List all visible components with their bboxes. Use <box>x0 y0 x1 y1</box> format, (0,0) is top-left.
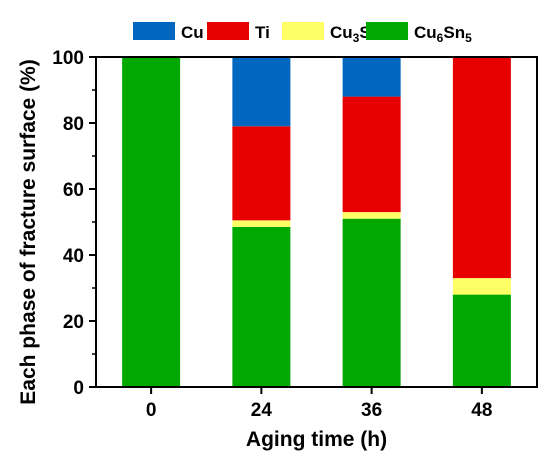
bar-ti-36h <box>342 96 401 213</box>
bar-cu3sn-24h <box>232 220 291 227</box>
bar-cu6sn5-24h <box>232 226 291 387</box>
x-axis-ticks: 0 24 36 48 <box>146 387 492 421</box>
bar-cu3sn-36h <box>342 212 401 219</box>
y-tick-label: 40 <box>63 246 84 267</box>
y-tick-label: 0 <box>73 378 84 399</box>
legend: CuTiCu3SnCu6Sn5 <box>133 22 472 45</box>
legend-label-cu: Cu <box>181 23 204 42</box>
x-tick-label-24: 24 <box>251 400 273 421</box>
y-tick-label: 100 <box>52 48 84 69</box>
y-tick-label: 80 <box>63 114 84 135</box>
legend-label-ti: Ti <box>255 23 270 42</box>
x-tick-label-48: 48 <box>471 400 492 421</box>
y-tick-label: 60 <box>63 180 84 201</box>
bar-ti-24h <box>232 126 291 221</box>
x-tick-label-0: 0 <box>146 400 157 421</box>
bar-cu6sn5-0h <box>122 57 181 387</box>
legend-swatch-cu <box>133 22 175 40</box>
legend-label-cu6sn5: Cu6Sn5 <box>414 23 472 45</box>
legend-swatch-ti <box>207 22 249 40</box>
bar-cu6sn5-48h <box>452 294 511 387</box>
y-axis-ticks: 0 20 40 60 80 100 <box>52 48 96 399</box>
legend-swatch-cu6sn5 <box>366 22 408 40</box>
x-tick-label-36: 36 <box>361 400 382 421</box>
bar-cu3sn-48h <box>452 278 511 295</box>
x-axis-label: Aging time (h) <box>246 428 387 451</box>
bar-cu6sn5-36h <box>342 218 401 387</box>
bar-cu-36h <box>342 57 401 97</box>
bar-ti-48h <box>452 57 511 279</box>
bar-cu-24h <box>232 57 291 127</box>
bars-group <box>122 57 511 387</box>
y-tick-label: 20 <box>63 312 84 333</box>
legend-swatch-cu3sn <box>282 22 324 40</box>
y-axis-label: Each phase of fracture surface (%) <box>17 59 40 404</box>
